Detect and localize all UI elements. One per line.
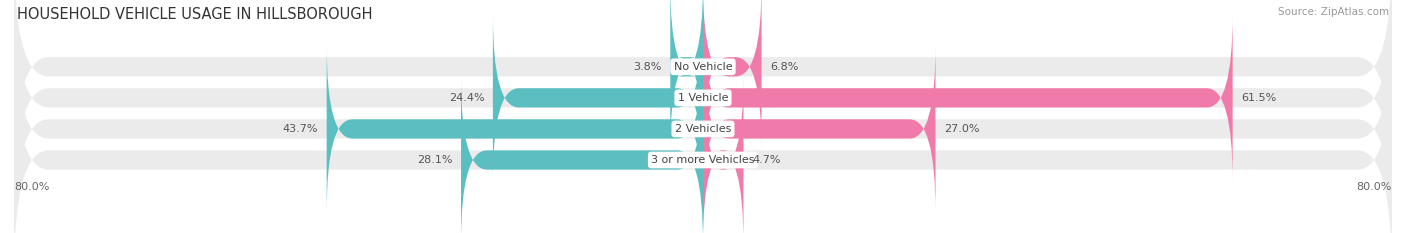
FancyBboxPatch shape <box>14 0 1392 182</box>
FancyBboxPatch shape <box>671 0 703 150</box>
Text: 3 or more Vehicles: 3 or more Vehicles <box>651 155 755 165</box>
Text: 80.0%: 80.0% <box>1357 182 1392 192</box>
FancyBboxPatch shape <box>461 76 703 233</box>
Text: 6.8%: 6.8% <box>770 62 799 72</box>
Text: 27.0%: 27.0% <box>945 124 980 134</box>
FancyBboxPatch shape <box>494 14 703 182</box>
Text: 28.1%: 28.1% <box>418 155 453 165</box>
Text: Source: ZipAtlas.com: Source: ZipAtlas.com <box>1278 7 1389 17</box>
Text: 3.8%: 3.8% <box>633 62 662 72</box>
FancyBboxPatch shape <box>14 0 1392 212</box>
Text: 24.4%: 24.4% <box>449 93 484 103</box>
Text: 4.7%: 4.7% <box>752 155 780 165</box>
Text: 61.5%: 61.5% <box>1241 93 1277 103</box>
Text: HOUSEHOLD VEHICLE USAGE IN HILLSBOROUGH: HOUSEHOLD VEHICLE USAGE IN HILLSBOROUGH <box>17 7 373 22</box>
Text: No Vehicle: No Vehicle <box>673 62 733 72</box>
Text: 1 Vehicle: 1 Vehicle <box>678 93 728 103</box>
FancyBboxPatch shape <box>14 45 1392 233</box>
Text: 2 Vehicles: 2 Vehicles <box>675 124 731 134</box>
FancyBboxPatch shape <box>326 45 703 212</box>
FancyBboxPatch shape <box>703 14 1233 182</box>
FancyBboxPatch shape <box>14 14 1392 233</box>
FancyBboxPatch shape <box>703 45 935 212</box>
Text: 80.0%: 80.0% <box>14 182 49 192</box>
FancyBboxPatch shape <box>703 76 744 233</box>
Text: 43.7%: 43.7% <box>283 124 318 134</box>
FancyBboxPatch shape <box>703 0 762 150</box>
